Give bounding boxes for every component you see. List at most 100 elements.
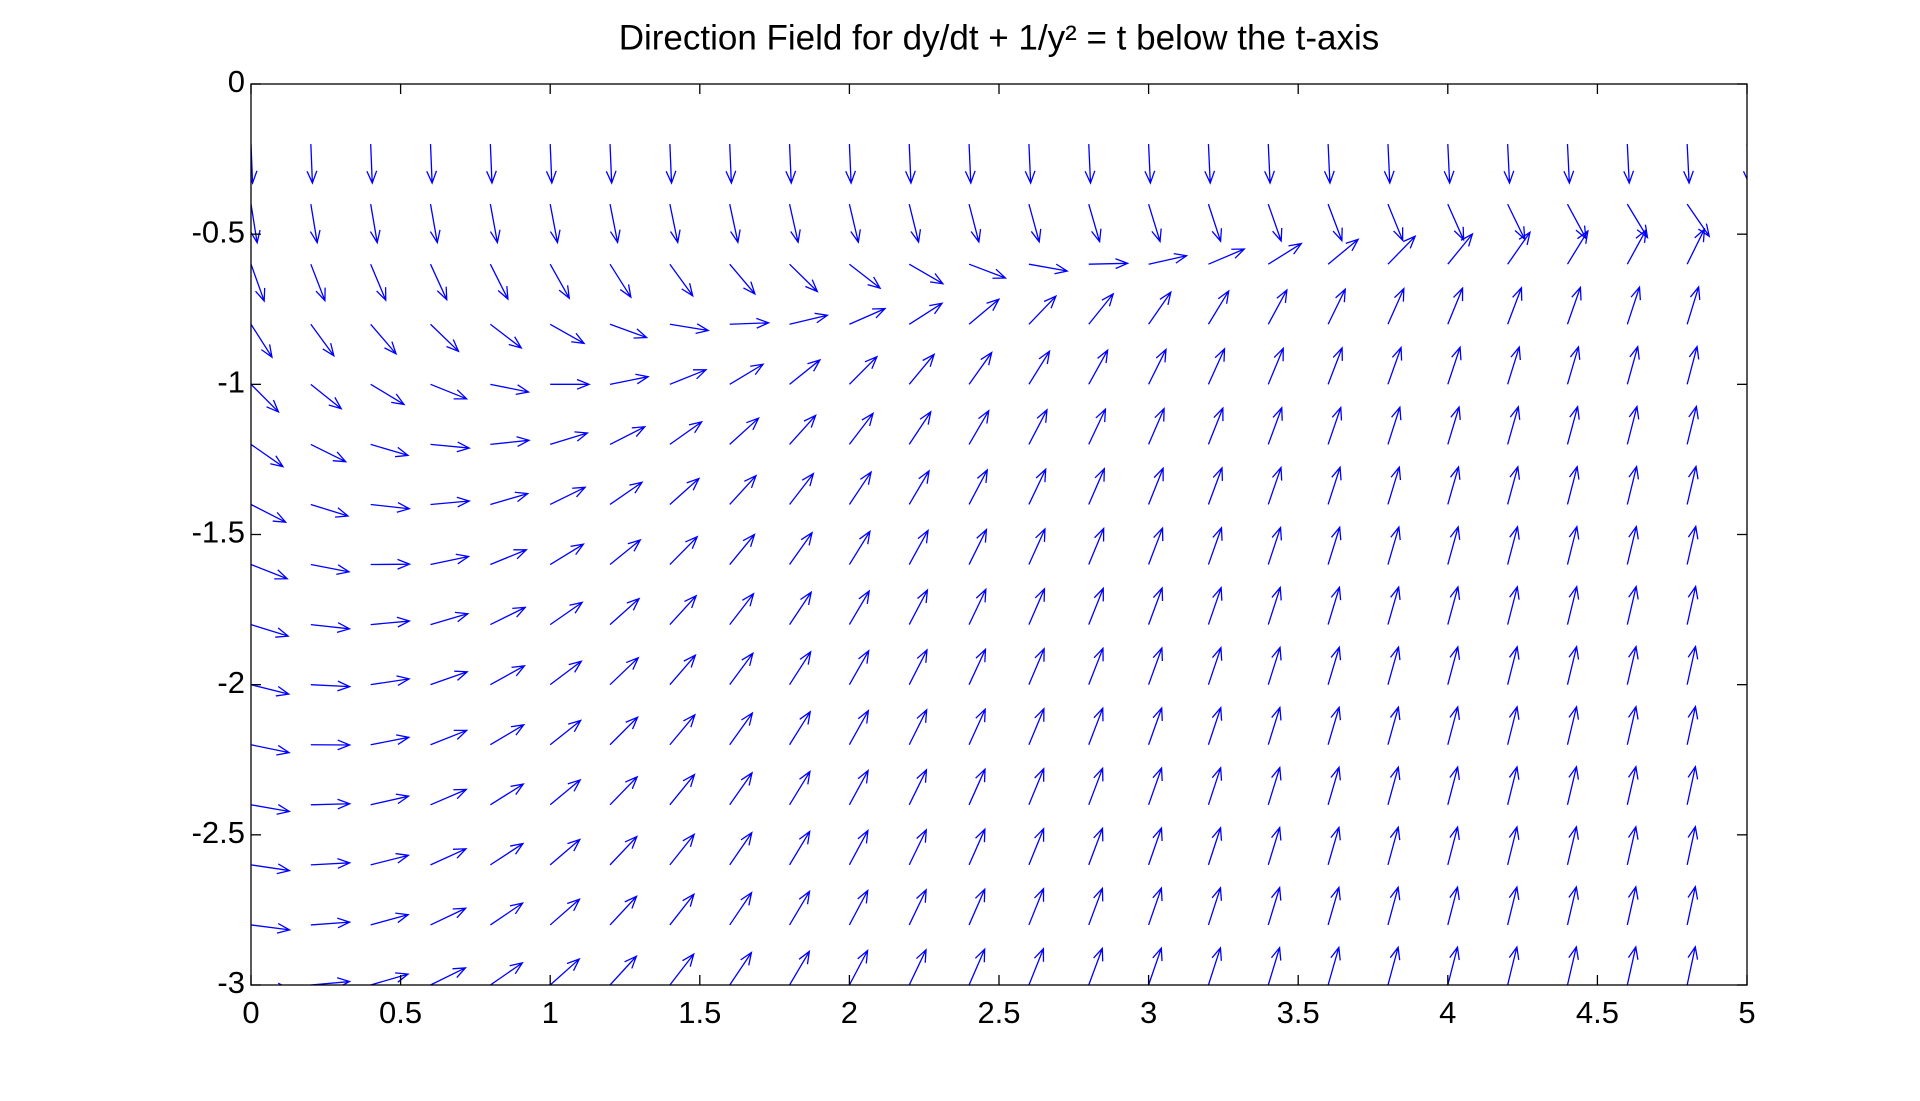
arrow bbox=[1686, 227, 1706, 265]
arrow bbox=[430, 611, 470, 626]
arrow bbox=[729, 711, 754, 746]
arrow bbox=[1147, 646, 1164, 685]
arrow bbox=[1207, 706, 1223, 745]
arrow bbox=[908, 302, 944, 325]
arrow bbox=[1327, 287, 1347, 325]
arrow bbox=[1507, 705, 1520, 745]
arrow bbox=[789, 312, 830, 325]
arrow bbox=[1626, 464, 1640, 505]
arrow bbox=[251, 563, 289, 580]
arrow bbox=[1267, 203, 1283, 243]
arrow bbox=[251, 863, 292, 875]
arrow bbox=[1447, 405, 1461, 445]
arrow bbox=[1028, 408, 1048, 445]
arrow bbox=[1387, 235, 1417, 265]
arrow bbox=[310, 323, 335, 358]
arrow bbox=[251, 922, 292, 934]
arrow bbox=[789, 889, 811, 926]
arrow bbox=[1204, 144, 1216, 185]
arrow bbox=[609, 425, 647, 445]
arrow bbox=[1267, 288, 1288, 325]
arrow bbox=[1327, 405, 1343, 445]
arrow bbox=[1566, 229, 1589, 265]
arrow bbox=[370, 263, 387, 302]
arrow bbox=[669, 833, 696, 866]
arrow bbox=[729, 263, 757, 296]
arrow bbox=[908, 888, 927, 926]
arrow bbox=[1507, 525, 1520, 565]
arrow bbox=[1088, 886, 1104, 926]
arrow bbox=[1387, 825, 1401, 866]
arrow bbox=[1626, 704, 1639, 745]
arrow bbox=[1686, 644, 1699, 685]
arrow bbox=[1447, 825, 1460, 866]
arrow bbox=[1148, 290, 1172, 325]
arrow bbox=[1208, 248, 1246, 265]
arrow bbox=[1088, 348, 1109, 385]
arrow bbox=[1267, 645, 1282, 685]
arrow bbox=[1327, 765, 1341, 805]
arrow bbox=[908, 203, 922, 244]
arrow bbox=[251, 744, 291, 756]
arrow bbox=[669, 535, 699, 565]
arrow bbox=[490, 383, 531, 396]
arrow bbox=[1686, 524, 1699, 565]
arrow bbox=[848, 649, 870, 685]
arrow bbox=[669, 594, 698, 626]
arrow bbox=[1267, 525, 1283, 565]
arrow bbox=[1447, 286, 1464, 325]
arrow bbox=[908, 469, 930, 505]
arrow bbox=[1507, 230, 1532, 265]
arrow bbox=[1686, 464, 1699, 505]
arrow bbox=[1507, 885, 1520, 926]
arrow bbox=[1507, 345, 1521, 385]
arrow bbox=[1507, 286, 1523, 325]
x-tick-label: 1.5 bbox=[678, 995, 721, 1030]
arrow bbox=[1267, 465, 1283, 505]
arrow bbox=[429, 263, 448, 302]
arrow bbox=[665, 144, 677, 185]
arrow bbox=[789, 770, 811, 806]
arrow bbox=[609, 954, 638, 985]
arrow bbox=[1566, 524, 1580, 565]
arrow bbox=[729, 891, 753, 926]
arrow bbox=[1148, 406, 1165, 445]
x-tick-label: 4 bbox=[1439, 995, 1456, 1030]
arrow bbox=[609, 895, 638, 926]
arrow bbox=[489, 204, 501, 245]
arrow bbox=[1566, 645, 1580, 685]
arrow bbox=[1028, 587, 1046, 625]
arrow bbox=[1742, 144, 1747, 181]
arrow bbox=[1327, 465, 1342, 505]
arrow bbox=[1626, 404, 1640, 445]
arrow bbox=[366, 144, 378, 185]
arrow bbox=[1447, 645, 1461, 685]
x-tick-label: 0 bbox=[242, 995, 259, 1030]
arrow bbox=[1147, 886, 1163, 926]
arrow bbox=[908, 708, 928, 746]
arrow bbox=[1507, 825, 1520, 866]
arrow bbox=[490, 549, 528, 566]
arrow bbox=[849, 263, 882, 290]
arrow bbox=[729, 771, 754, 806]
arrow bbox=[1327, 203, 1343, 243]
arrow bbox=[1387, 945, 1401, 985]
arrow bbox=[1387, 287, 1405, 325]
arrow bbox=[370, 323, 398, 356]
x-tick-label: 2.5 bbox=[977, 995, 1020, 1030]
arrow bbox=[251, 263, 266, 303]
arrow bbox=[848, 470, 873, 505]
arrow bbox=[251, 623, 290, 638]
arrow bbox=[1383, 144, 1395, 185]
arrow bbox=[549, 543, 585, 566]
arrow bbox=[1264, 144, 1276, 185]
arrow bbox=[1447, 705, 1461, 745]
arrow bbox=[1028, 294, 1058, 325]
arrow bbox=[430, 788, 468, 806]
x-tick-label: 3 bbox=[1140, 995, 1157, 1030]
arrow bbox=[908, 353, 936, 385]
x-tick-label: 2 bbox=[841, 995, 858, 1030]
y-tick-label: -2.5 bbox=[192, 815, 245, 850]
arrow bbox=[1447, 203, 1465, 242]
arrow bbox=[310, 622, 352, 633]
